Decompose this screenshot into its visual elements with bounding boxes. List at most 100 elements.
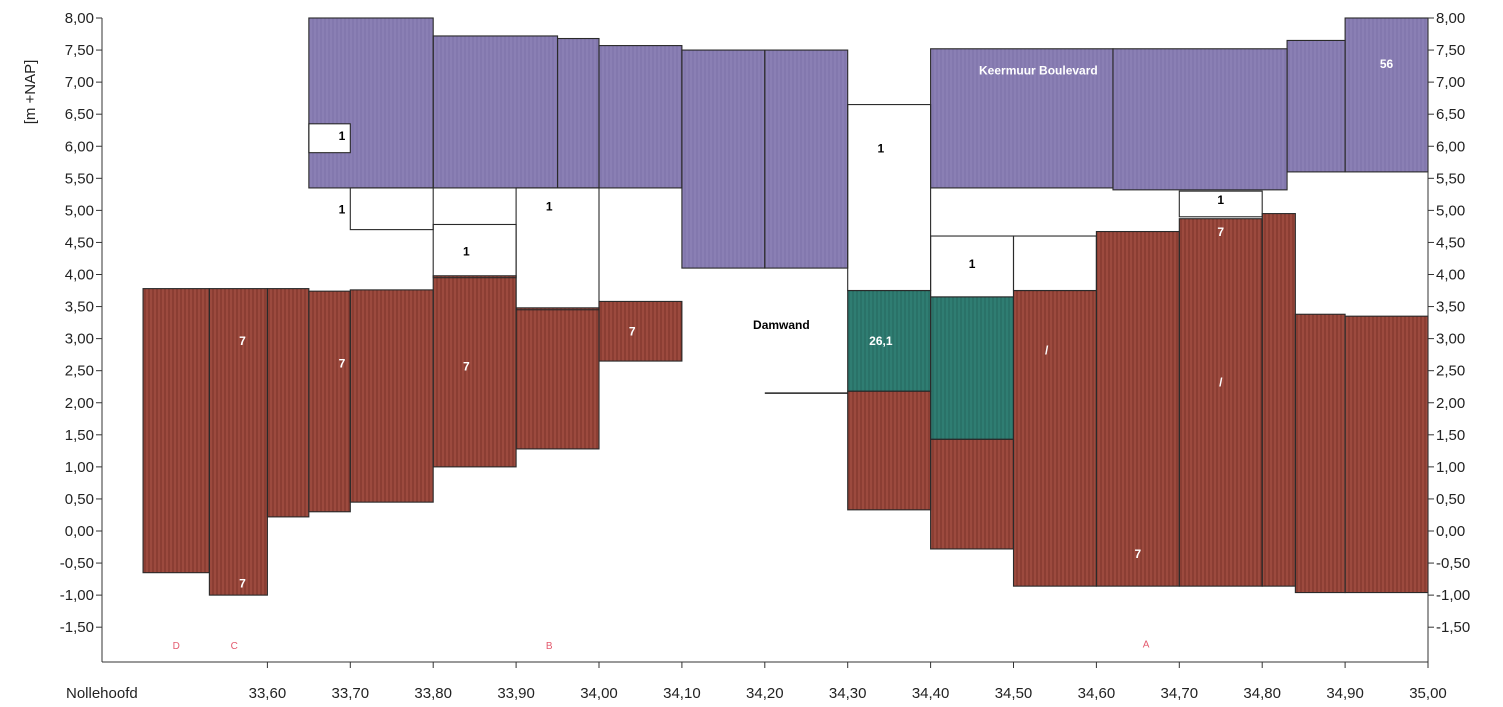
layer-block-outline bbox=[308, 123, 351, 154]
y-tick-label-left: 4,00 bbox=[65, 267, 94, 284]
layer-label: / bbox=[1219, 376, 1223, 390]
axes: 8,00 8,00 7,50 7,50 7,00 7,00 6,50 6,50 6,00 6,00… bbox=[60, 10, 1470, 702]
layer-7-block bbox=[209, 288, 268, 596]
layer-1-block bbox=[930, 236, 1014, 297]
layer-7-block bbox=[516, 307, 599, 449]
y-tick-label-right: 2,50 bbox=[1436, 363, 1465, 380]
annotations: Keermuur Boulevard 56 Damwand 26,1 1 1 1 1 1 1 1 7 7… bbox=[173, 57, 1394, 652]
layer-label: 7 bbox=[1217, 225, 1224, 239]
layer-1-block bbox=[847, 104, 931, 291]
y-tick-label-left: 5,00 bbox=[65, 202, 94, 219]
layer-label: Damwand bbox=[753, 318, 810, 332]
y-tick-label-left: 2,50 bbox=[65, 363, 94, 380]
layer-label: 7 bbox=[239, 334, 246, 348]
layer-label: 7 bbox=[1135, 547, 1142, 561]
layer-7-block bbox=[847, 391, 931, 510]
layer-label: 1 bbox=[339, 203, 346, 217]
layer-block-outline bbox=[598, 300, 683, 362]
layer-1-block bbox=[350, 187, 434, 230]
y-tick-label-left: 1,00 bbox=[65, 459, 94, 476]
y-tick-label-right: 6,00 bbox=[1436, 138, 1465, 155]
x-tick-label: 34,80 bbox=[1243, 685, 1281, 702]
layer-label: 7 bbox=[463, 360, 470, 374]
layer-block-outline bbox=[930, 296, 1015, 440]
layer-block-outline bbox=[515, 307, 600, 450]
layer-label: 7 bbox=[629, 324, 636, 338]
y-tick-label-right: 2,00 bbox=[1436, 395, 1465, 412]
layer-26-1-block bbox=[847, 290, 931, 392]
y-tick-label-right: 1,00 bbox=[1436, 459, 1465, 476]
y-tick-label-left: 8,00 bbox=[65, 10, 94, 27]
y-tick-label-left: 3,00 bbox=[65, 331, 94, 348]
x-tick-label: 34,60 bbox=[1078, 685, 1116, 702]
y-tick-label-left: 5,50 bbox=[65, 170, 94, 187]
x-tick-label: 33,80 bbox=[414, 685, 452, 702]
y-tick-label-right: 5,50 bbox=[1436, 170, 1465, 187]
x-axis-start-label: Nollehoofd bbox=[66, 685, 138, 702]
layer-7-block bbox=[433, 275, 517, 467]
layer-56-block bbox=[764, 50, 848, 269]
layer-56-block bbox=[1112, 48, 1288, 190]
layer-1-block bbox=[433, 224, 517, 278]
layer-7-block bbox=[1345, 316, 1428, 593]
layer-56-block bbox=[1287, 40, 1346, 172]
layer-label: Keermuur Boulevard bbox=[979, 63, 1098, 77]
y-tick-label-right: -1,00 bbox=[1436, 587, 1470, 604]
zone-label: A bbox=[1143, 640, 1150, 651]
x-tick-label: 35,00 bbox=[1409, 685, 1447, 702]
y-tick-label-left: 2,00 bbox=[65, 395, 94, 412]
x-tick-label: 34,10 bbox=[663, 685, 701, 702]
x-tick-label: 34,40 bbox=[912, 685, 950, 702]
y-tick-label-right: 8,00 bbox=[1436, 10, 1465, 27]
layer-1-block bbox=[1013, 236, 1097, 291]
y-tick-label-left: 4,50 bbox=[65, 234, 94, 251]
y-tick-label-left: -0,50 bbox=[60, 555, 94, 572]
x-tick-label: 34,00 bbox=[580, 685, 618, 702]
zone-label: D bbox=[173, 641, 180, 652]
layer-label: 1 bbox=[969, 257, 976, 271]
x-tick-label: 33,70 bbox=[332, 685, 370, 702]
y-tick-label-left: 0,00 bbox=[65, 523, 94, 540]
x-tick-label: 34,50 bbox=[995, 685, 1033, 702]
layer-label: 1 bbox=[339, 129, 346, 143]
y-axis-label: [m +NAP] bbox=[22, 60, 39, 125]
layer-56-block bbox=[930, 48, 1113, 188]
x-tick-label: 34,70 bbox=[1161, 685, 1199, 702]
layer-label: 7 bbox=[339, 356, 346, 370]
y-tick-label-left: -1,00 bbox=[60, 587, 94, 604]
layer-7-block bbox=[267, 288, 309, 517]
layer-label: / bbox=[1045, 344, 1049, 358]
layer-label: 7 bbox=[239, 576, 246, 590]
zone-label: C bbox=[231, 641, 238, 652]
y-tick-label-right: 0,50 bbox=[1436, 491, 1465, 508]
layer-1-block bbox=[308, 123, 351, 153]
layer-label: 26,1 bbox=[869, 334, 893, 348]
y-tick-label-right: 7,50 bbox=[1436, 42, 1465, 59]
layer-7-block bbox=[1295, 314, 1346, 593]
y-tick-label-right: 4,50 bbox=[1436, 234, 1465, 251]
layer-7-block bbox=[1013, 290, 1097, 587]
layer-7-block bbox=[1179, 218, 1263, 587]
layer-7-block bbox=[308, 291, 351, 512]
layer-label: 1 bbox=[878, 142, 885, 156]
layer-7-block bbox=[350, 289, 434, 503]
x-tick-label: 34,20 bbox=[746, 685, 784, 702]
layer-7-block bbox=[1262, 213, 1296, 587]
layer-label: 1 bbox=[546, 199, 553, 213]
y-tick-label-left: 6,00 bbox=[65, 138, 94, 155]
y-tick-label-right: 3,50 bbox=[1436, 299, 1465, 316]
layer-label: 56 bbox=[1380, 57, 1394, 71]
soil-layers bbox=[143, 18, 1428, 596]
layer-block-outline bbox=[1178, 190, 1263, 218]
x-tick-label: 33,60 bbox=[249, 685, 287, 702]
y-tick-label-left: 0,50 bbox=[65, 491, 94, 508]
layer-7-block bbox=[599, 301, 682, 362]
layer-7-block bbox=[930, 439, 1014, 549]
x-tick-label: 34,30 bbox=[829, 685, 867, 702]
y-tick-label-right: 0,00 bbox=[1436, 523, 1465, 540]
layer-7-block bbox=[1096, 231, 1180, 587]
y-tick-label-left: 3,50 bbox=[65, 299, 94, 316]
layer-7-block bbox=[143, 288, 210, 573]
layer-56-block bbox=[557, 38, 599, 188]
